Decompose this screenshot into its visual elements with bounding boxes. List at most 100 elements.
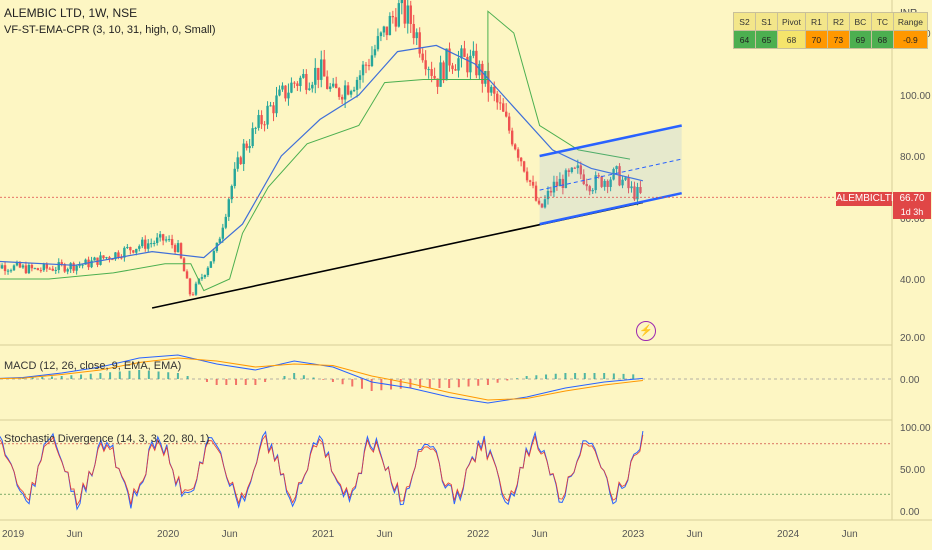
price-marks: [0, 0, 892, 309]
macd-tick-label: 0.00: [900, 375, 920, 386]
candle-body: [585, 184, 588, 187]
cpr-value-s1: 65: [755, 30, 778, 49]
candle-body: [299, 77, 302, 87]
channel-upper: [539, 124, 682, 158]
cpr-value-r1: 70: [804, 30, 828, 49]
cpr-value-tc: 68: [870, 30, 894, 49]
candle-body: [153, 242, 156, 244]
macd-histogram-bar: [574, 373, 577, 379]
candle-body: [418, 32, 421, 54]
macd-histogram-bar: [118, 371, 121, 379]
candle-body: [81, 264, 84, 266]
candle-body: [230, 186, 233, 200]
lightning-icon[interactable]: ⚡: [636, 321, 656, 341]
candle-body: [499, 102, 502, 104]
stoch-tick-label: 50.00: [900, 465, 925, 476]
candle-body: [251, 128, 254, 147]
candle-body: [510, 130, 514, 145]
candle-body: [141, 239, 144, 247]
candle-body: [123, 247, 126, 258]
candle-body: [263, 124, 266, 126]
candle-body: [311, 84, 314, 89]
candle-body: [93, 257, 96, 261]
candle-body: [448, 48, 451, 66]
candle-body: [469, 55, 472, 73]
candle-body: [147, 243, 150, 249]
macd-histogram-bar: [486, 379, 489, 385]
candle-body: [9, 270, 13, 272]
candle-body: [430, 69, 433, 76]
macd-histogram-bar: [535, 375, 538, 379]
candle-body: [233, 168, 236, 187]
candle-body: [75, 265, 78, 271]
candle-body: [290, 82, 293, 93]
candle-body: [445, 48, 448, 81]
candle-body: [203, 275, 207, 278]
cpr-header-tc: TC: [870, 12, 894, 31]
candle-body: [242, 143, 245, 165]
macd-histogram-bar: [622, 373, 625, 379]
macd-histogram-bar: [457, 379, 460, 388]
candle-body: [284, 85, 287, 99]
price-tick-label: 40.00: [900, 275, 925, 286]
macd-histogram-bar: [525, 376, 528, 379]
candle-body: [224, 216, 227, 228]
candle-body: [45, 264, 49, 269]
candle-body: [266, 105, 269, 125]
candle-body: [218, 238, 222, 243]
candle-body: [90, 260, 93, 268]
macd-histogram-bar: [477, 379, 480, 386]
candle-body: [463, 48, 466, 57]
macd-histogram-bar: [448, 379, 451, 388]
candle-body: [412, 23, 415, 39]
macd-histogram-bar: [147, 370, 150, 379]
candle-body: [558, 178, 562, 187]
candle-body: [334, 83, 338, 89]
cpr-header-range: Range: [892, 12, 928, 31]
candle-body: [391, 15, 395, 18]
candle-body: [561, 178, 565, 188]
candle-body: [326, 76, 329, 89]
macd-histogram-bar: [419, 379, 422, 388]
candle-body: [588, 186, 591, 192]
candle-body: [525, 171, 529, 181]
candle-body: [120, 257, 123, 259]
candle-body: [549, 190, 553, 193]
candle-body: [194, 283, 198, 295]
price-tick-label: 60.00: [900, 214, 925, 225]
candle-body: [591, 190, 594, 192]
candle-body: [382, 26, 386, 33]
macd-histogram-bar: [331, 379, 334, 382]
candle-body: [358, 75, 362, 80]
macd-histogram-bar: [186, 376, 189, 379]
time-tick-label: Jun: [532, 529, 548, 540]
candle-body: [564, 170, 568, 188]
candle-body: [248, 146, 251, 149]
candle-body: [275, 95, 278, 114]
candle-body: [460, 48, 463, 59]
candle-body: [105, 257, 108, 259]
macd-histogram-bar: [264, 379, 267, 382]
macd-histogram-bar: [496, 379, 499, 383]
candle-body: [397, 3, 401, 27]
macd-histogram-bar: [89, 373, 92, 379]
macd-histogram-bar: [380, 379, 383, 391]
channel-mid: [539, 158, 682, 191]
macd-marks: 0.00: [0, 354, 920, 404]
time-tick-label: Jun: [842, 529, 858, 540]
candle-body: [272, 105, 275, 114]
candle-body: [12, 265, 16, 271]
candle-body: [323, 59, 326, 77]
candle-body: [531, 181, 535, 186]
candle-body: [636, 186, 639, 200]
price-tag-symbol: ALEMBICLTD: [836, 192, 899, 206]
candle-body: [519, 157, 523, 162]
macd-histogram-bar: [390, 379, 393, 390]
candle-body: [543, 199, 547, 208]
candle-body: [343, 85, 347, 100]
cpr-header-s2: S2: [733, 12, 756, 31]
cpr-header-s1: S1: [755, 12, 778, 31]
candle-body: [51, 268, 54, 271]
candle-body: [21, 265, 25, 268]
